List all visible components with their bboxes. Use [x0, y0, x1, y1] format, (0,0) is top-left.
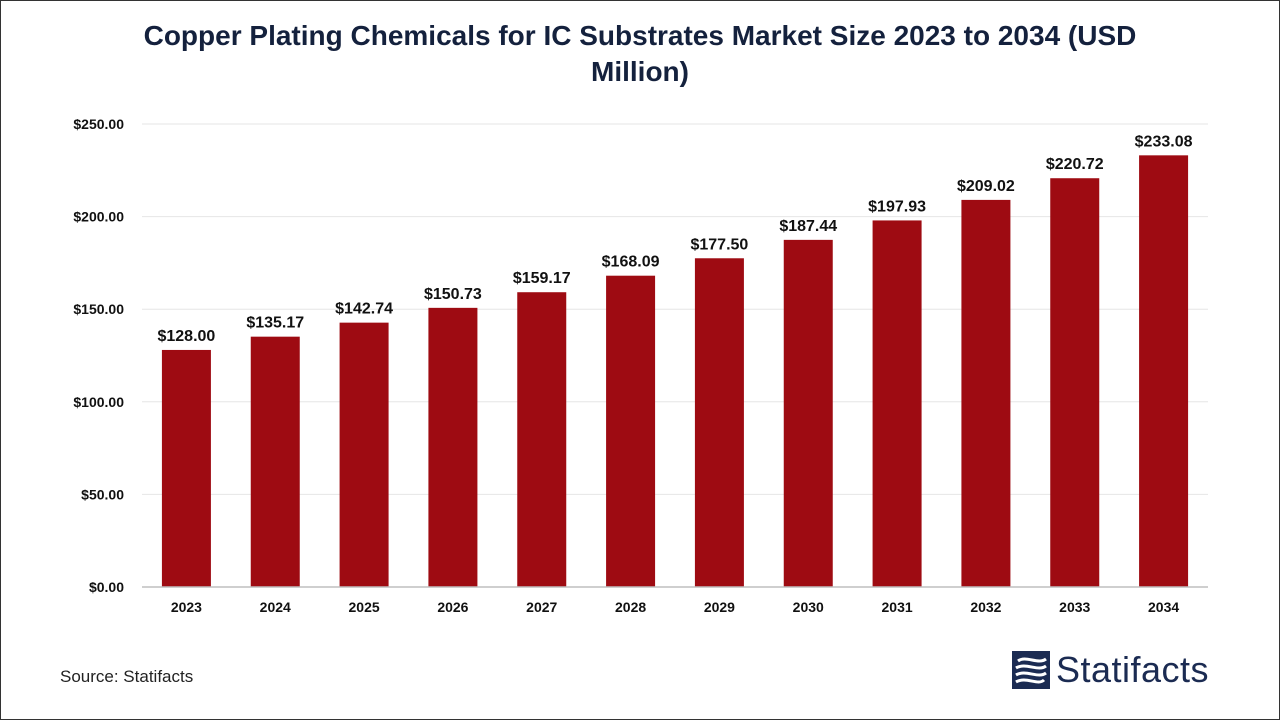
bar-value-label: $150.73	[424, 286, 482, 303]
bar-value-label: $187.44	[779, 218, 837, 235]
bar-value-label: $197.93	[868, 198, 926, 215]
bar-value-label: $159.17	[513, 270, 571, 287]
x-tick-label: 2025	[349, 599, 380, 615]
x-tick-label: 2032	[970, 599, 1001, 615]
bar-value-label: $168.09	[602, 254, 660, 271]
bar-value-label: $128.00	[157, 328, 215, 345]
x-tick-label: 2030	[793, 599, 824, 615]
y-tick-label: $200.00	[73, 209, 124, 225]
bar	[339, 322, 389, 587]
x-tick-label: 2027	[526, 599, 557, 615]
bar-value-label: $233.08	[1135, 133, 1193, 150]
x-tick-label: 2028	[615, 599, 646, 615]
bar	[783, 239, 833, 587]
bar	[961, 199, 1011, 587]
statifacts-logo-icon	[1012, 651, 1050, 689]
bar-value-label: $177.50	[690, 236, 748, 253]
y-tick-label: $50.00	[81, 486, 124, 502]
bar	[161, 349, 211, 587]
bar	[250, 336, 300, 587]
y-tick-label: $150.00	[73, 301, 124, 317]
x-tick-label: 2024	[260, 599, 291, 615]
bar	[694, 258, 744, 587]
x-tick-label: 2026	[437, 599, 468, 615]
bar	[1139, 155, 1189, 587]
x-tick-label: 2033	[1059, 599, 1090, 615]
y-tick-label: $250.00	[73, 116, 124, 132]
bar	[428, 307, 478, 587]
y-tick-label: $100.00	[73, 394, 124, 410]
bar	[606, 275, 656, 587]
bar-value-label: $209.02	[957, 178, 1015, 195]
bar-value-label: $220.72	[1046, 156, 1104, 173]
x-tick-label: 2031	[882, 599, 913, 615]
bar	[517, 292, 567, 587]
y-tick-label: $0.00	[89, 579, 124, 595]
chart-title: Copper Plating Chemicals for IC Substrat…	[143, 20, 1137, 87]
x-tick-label: 2023	[171, 599, 202, 615]
x-tick-label: 2034	[1148, 599, 1179, 615]
bar	[872, 220, 922, 587]
x-tick-label: 2029	[704, 599, 735, 615]
bar-value-label: $135.17	[246, 315, 304, 332]
source-note: Source: Statifacts	[60, 667, 194, 686]
bar-value-label: $142.74	[335, 301, 393, 318]
brand-logo-block: Statifacts	[1012, 649, 1210, 690]
bar	[1050, 178, 1100, 587]
brand-name: Statifacts	[1056, 649, 1210, 690]
